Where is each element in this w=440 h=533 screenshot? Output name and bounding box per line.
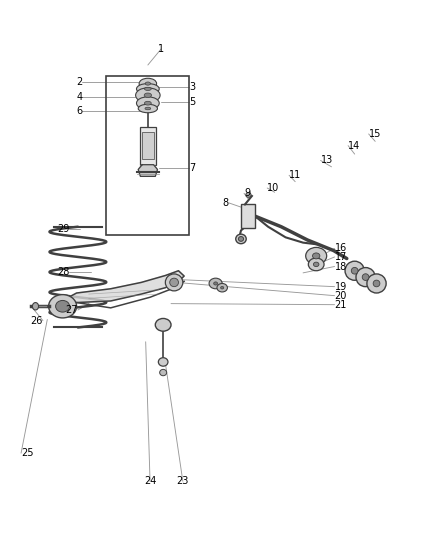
Ellipse shape bbox=[160, 369, 167, 376]
Ellipse shape bbox=[158, 358, 168, 366]
Ellipse shape bbox=[155, 318, 171, 331]
Text: 6: 6 bbox=[76, 106, 82, 116]
Ellipse shape bbox=[312, 253, 320, 259]
Text: 29: 29 bbox=[57, 224, 69, 235]
Ellipse shape bbox=[145, 107, 151, 110]
Ellipse shape bbox=[345, 261, 364, 280]
Text: 19: 19 bbox=[334, 281, 347, 292]
Text: 10: 10 bbox=[267, 183, 279, 193]
Ellipse shape bbox=[308, 258, 324, 271]
Text: 15: 15 bbox=[369, 129, 381, 139]
Text: 1: 1 bbox=[158, 44, 164, 54]
Ellipse shape bbox=[138, 104, 158, 113]
Text: 20: 20 bbox=[334, 290, 347, 301]
Ellipse shape bbox=[144, 101, 151, 105]
Ellipse shape bbox=[220, 286, 224, 289]
Text: 27: 27 bbox=[66, 305, 78, 315]
Text: 8: 8 bbox=[223, 198, 229, 208]
Ellipse shape bbox=[313, 262, 319, 266]
Text: 13: 13 bbox=[321, 156, 333, 165]
Text: 28: 28 bbox=[57, 267, 69, 277]
Ellipse shape bbox=[170, 278, 179, 287]
Ellipse shape bbox=[306, 247, 326, 264]
Ellipse shape bbox=[214, 282, 218, 285]
Ellipse shape bbox=[373, 280, 380, 287]
Ellipse shape bbox=[246, 192, 251, 197]
Ellipse shape bbox=[33, 303, 39, 310]
Ellipse shape bbox=[362, 274, 369, 280]
Bar bbox=[242, 205, 255, 228]
Ellipse shape bbox=[367, 274, 386, 293]
Text: 14: 14 bbox=[348, 141, 360, 151]
Text: 26: 26 bbox=[30, 316, 43, 326]
Ellipse shape bbox=[217, 284, 227, 292]
Ellipse shape bbox=[136, 88, 160, 103]
Text: 9: 9 bbox=[244, 188, 250, 198]
Text: 11: 11 bbox=[289, 171, 301, 180]
Text: 24: 24 bbox=[144, 477, 156, 486]
Polygon shape bbox=[138, 165, 158, 176]
Text: 16: 16 bbox=[334, 244, 347, 254]
Ellipse shape bbox=[144, 93, 151, 98]
Ellipse shape bbox=[136, 84, 159, 94]
Text: 17: 17 bbox=[334, 252, 347, 262]
Ellipse shape bbox=[144, 87, 151, 91]
Text: 21: 21 bbox=[334, 300, 347, 310]
Ellipse shape bbox=[136, 97, 159, 110]
Ellipse shape bbox=[48, 295, 77, 318]
Ellipse shape bbox=[55, 301, 70, 312]
Bar bbox=[142, 132, 154, 159]
Ellipse shape bbox=[139, 78, 157, 89]
Text: 18: 18 bbox=[334, 262, 347, 271]
Text: 25: 25 bbox=[21, 448, 33, 458]
Text: 4: 4 bbox=[76, 92, 82, 102]
Ellipse shape bbox=[165, 274, 183, 291]
Polygon shape bbox=[62, 271, 184, 310]
Ellipse shape bbox=[236, 234, 246, 244]
Text: 3: 3 bbox=[189, 82, 195, 92]
Bar bbox=[106, 76, 189, 235]
Text: 2: 2 bbox=[76, 77, 82, 87]
Text: 7: 7 bbox=[189, 164, 196, 173]
Text: 5: 5 bbox=[189, 97, 196, 107]
Ellipse shape bbox=[351, 268, 358, 274]
Ellipse shape bbox=[209, 278, 222, 289]
Text: 23: 23 bbox=[176, 477, 189, 486]
Ellipse shape bbox=[145, 82, 150, 85]
Ellipse shape bbox=[356, 268, 375, 287]
Ellipse shape bbox=[238, 237, 244, 241]
Bar bbox=[139, 126, 156, 165]
